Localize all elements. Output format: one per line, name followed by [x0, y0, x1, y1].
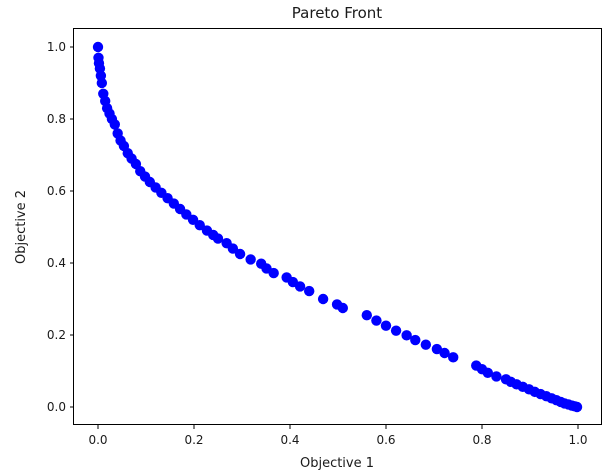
y-tick-label: 0.0 — [47, 400, 66, 414]
scatter-point — [371, 315, 382, 326]
scatter-point — [337, 302, 348, 314]
scatter-point — [439, 347, 450, 359]
y-axis-ticks: 0.0 0.2 0.4 0.6 0.8 1.0 — [47, 40, 74, 414]
x-tick-label: 0.8 — [472, 433, 491, 447]
y-tick-label: 1.0 — [47, 40, 66, 54]
y-axis-label: Objective 2 — [14, 190, 29, 264]
x-tick-label: 0.4 — [280, 433, 299, 447]
scatter-point — [431, 343, 443, 355]
chart-title: Pareto Front — [292, 4, 383, 22]
x-axis-label: Objective 1 — [300, 456, 374, 471]
scatter-point — [304, 285, 315, 297]
scatter-point — [227, 243, 239, 254]
y-tick-label: 0.8 — [47, 112, 66, 126]
scatter-point — [317, 293, 329, 305]
scatter-point — [401, 330, 412, 341]
scatter-point — [294, 281, 306, 292]
scatter-points — [92, 41, 583, 413]
plot-frame — [73, 28, 602, 425]
x-tick-label: 0.0 — [88, 433, 107, 447]
scatter-point — [194, 220, 205, 231]
scatter-point — [245, 254, 256, 265]
scatter-point — [96, 77, 108, 89]
scatter-point — [361, 310, 372, 321]
x-tick-label: 0.2 — [184, 433, 203, 447]
scatter-point — [420, 339, 432, 350]
x-tick-label: 0.6 — [376, 433, 395, 447]
scatter-point — [571, 401, 583, 413]
x-axis-ticks: 0.0 0.2 0.4 0.6 0.8 1.0 — [88, 425, 588, 447]
scatter-point — [410, 334, 421, 346]
scatter-point — [491, 371, 502, 382]
scatter-point — [109, 119, 121, 130]
y-tick-label: 0.6 — [47, 184, 66, 198]
scatter-point — [234, 248, 246, 260]
x-tick-label: 1.0 — [568, 433, 587, 447]
y-tick-label: 0.2 — [47, 328, 66, 342]
scatter-point — [380, 320, 392, 331]
scatter-point — [92, 41, 104, 53]
scatter-point — [448, 352, 459, 363]
scatter-point — [390, 325, 402, 336]
scatter-point — [212, 233, 224, 244]
y-tick-label: 0.4 — [47, 256, 66, 270]
scatter-point — [268, 267, 279, 279]
scatter-point — [482, 367, 493, 378]
